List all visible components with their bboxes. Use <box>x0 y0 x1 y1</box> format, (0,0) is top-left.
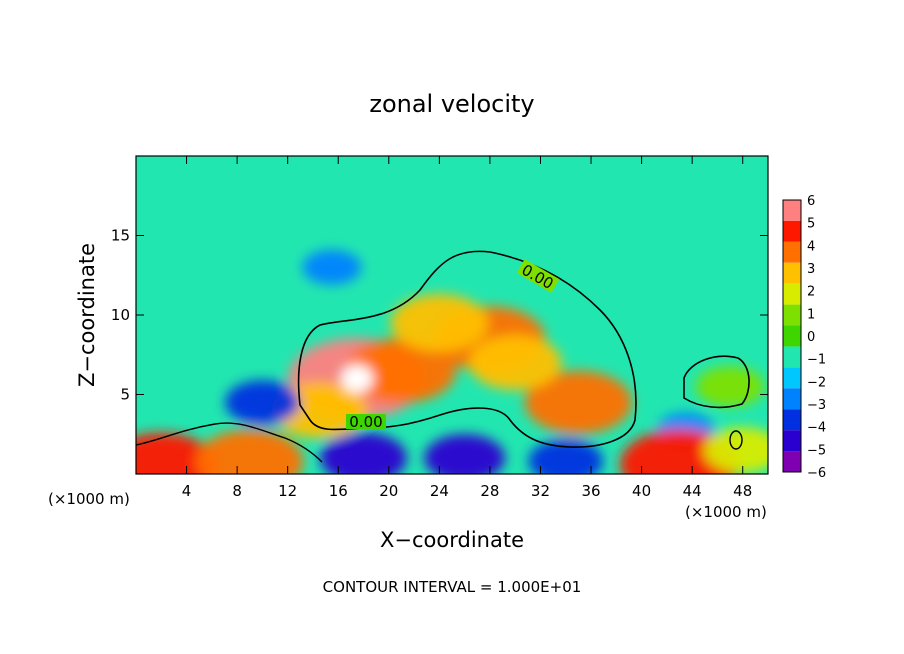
heatmap-feature <box>225 380 300 425</box>
chart-title: zonal velocity <box>369 90 534 118</box>
heatmap-peak-core <box>341 364 374 393</box>
colorbar-swatch <box>783 220 801 242</box>
y-tick-label: 5 <box>120 386 130 404</box>
heatmap-feature <box>524 370 633 435</box>
heatmap-feature <box>320 432 407 474</box>
colorbar-tick-label: 6 <box>807 194 815 209</box>
contour-label-bg-lower <box>346 414 386 429</box>
colorbar-tick-label: 5 <box>807 217 815 232</box>
x-axis-label: X−coordinate <box>380 528 524 552</box>
heatmap-blobs <box>136 249 768 474</box>
y-tick-label: 10 <box>111 306 130 324</box>
colorbar-tick-label: −4 <box>807 421 826 436</box>
heatmap-feature <box>528 439 604 474</box>
colorbar-swatch <box>783 304 801 326</box>
x-unit-right: (×1000 m) <box>685 503 767 521</box>
y-axis: 5 10 15 <box>111 227 768 404</box>
heatmap-feature <box>468 335 562 391</box>
colorbar-swatch <box>783 262 801 284</box>
y-axis-label: Z−coordinate <box>75 243 99 387</box>
colorbar-tick-label: −5 <box>807 443 826 458</box>
x-tick-label: 28 <box>480 482 499 500</box>
x-tick-label: 36 <box>581 482 600 500</box>
heatmap-feature <box>390 294 489 352</box>
colorbar-tick-label: 4 <box>807 239 815 254</box>
x-axis: 4 8 12 16 20 24 28 32 36 40 44 48 <box>182 156 752 500</box>
colorbar-tick-label: 1 <box>807 307 815 322</box>
colorbar-tick-label: −3 <box>807 398 826 413</box>
x-tick-label: 20 <box>379 482 398 500</box>
x-tick-label: 44 <box>683 482 702 500</box>
heatmap-feature <box>424 434 506 474</box>
x-tick-label: 16 <box>329 482 348 500</box>
zero-contour-main <box>297 250 637 448</box>
colorbar-swatch <box>783 367 801 389</box>
colorbar-swatch <box>783 346 801 368</box>
colorbar-tick-label: −2 <box>807 375 826 390</box>
colorbar-swatch <box>783 388 801 410</box>
heatmap-feature <box>695 366 765 407</box>
contour-label-lower: 0.00 <box>349 413 382 431</box>
zero-contour-lower <box>136 422 323 463</box>
heatmap-feature <box>346 338 457 403</box>
colorbar-swatch <box>783 283 801 305</box>
x-tick-label: 32 <box>531 482 550 500</box>
colorbar-tick-label: 2 <box>807 285 815 300</box>
x-tick-label: 24 <box>430 482 449 500</box>
zero-contour-right <box>683 355 750 409</box>
colorbar-tick-label: 0 <box>807 330 815 345</box>
colorbar-tick-label: −1 <box>807 353 826 368</box>
x-tick-label: 40 <box>632 482 651 500</box>
x-tick-label: 48 <box>733 482 752 500</box>
x-tick-label: 12 <box>278 482 297 500</box>
colorbar-tick-label: 3 <box>807 262 815 277</box>
x-tick-label: 8 <box>232 482 242 500</box>
zero-contour-small <box>729 430 743 450</box>
heatmap-feature <box>196 429 304 474</box>
colorbar: 6 5 4 3 2 1 0 −1 −2 −3 −4 −5 −6 <box>782 194 826 481</box>
plot-area: 0.00 0.00 <box>136 156 768 474</box>
colorbar-swatch <box>783 409 801 431</box>
contour-interval: CONTOUR INTERVAL = 1.000E+01 <box>323 578 582 596</box>
colorbar-swatch <box>783 430 801 452</box>
colorbar-tick-label: −6 <box>807 466 826 481</box>
colorbar-swatch <box>783 200 801 221</box>
colorbar-swatch <box>783 325 801 347</box>
x-tick-label: 4 <box>182 482 192 500</box>
colorbar-swatch <box>783 241 801 263</box>
colorbar-swatch <box>783 451 801 472</box>
contour-label-bg-upper <box>516 259 560 293</box>
colorbar-frame <box>782 199 802 473</box>
y-tick-label: 15 <box>111 227 130 245</box>
x-unit-left: (×1000 m) <box>48 490 130 508</box>
heatmap-feature <box>704 427 768 473</box>
heatmap-feature <box>302 249 362 285</box>
